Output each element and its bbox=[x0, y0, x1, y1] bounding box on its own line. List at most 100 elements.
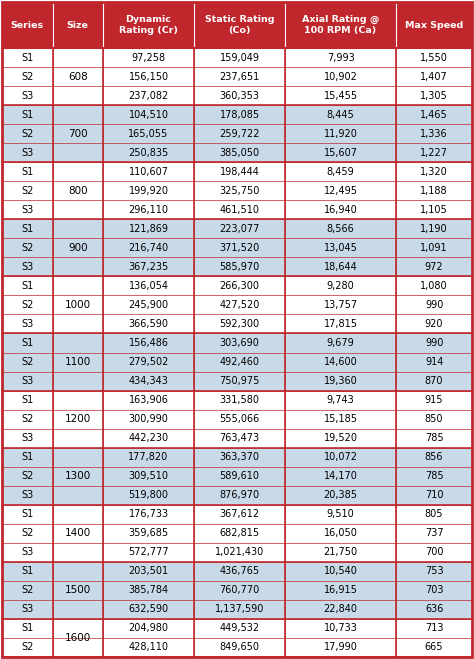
Text: S3: S3 bbox=[21, 205, 33, 215]
Text: S1: S1 bbox=[21, 224, 33, 234]
Text: 159,049: 159,049 bbox=[219, 53, 260, 63]
Text: 14,170: 14,170 bbox=[324, 471, 357, 481]
Text: 1000: 1000 bbox=[65, 300, 91, 310]
Text: S3: S3 bbox=[21, 90, 33, 101]
Text: 10,902: 10,902 bbox=[324, 72, 357, 82]
Text: S2: S2 bbox=[21, 129, 34, 138]
Text: 990: 990 bbox=[425, 300, 443, 310]
Text: 385,050: 385,050 bbox=[219, 148, 260, 158]
Text: 16,940: 16,940 bbox=[324, 205, 357, 215]
Text: 21,750: 21,750 bbox=[324, 548, 358, 558]
Text: S1: S1 bbox=[21, 338, 33, 348]
Bar bbox=[2, 239, 472, 258]
Text: 1,336: 1,336 bbox=[420, 129, 448, 138]
Bar bbox=[2, 505, 472, 524]
Text: 636: 636 bbox=[425, 604, 443, 614]
Text: 9,280: 9,280 bbox=[327, 281, 355, 291]
Text: 1,137,590: 1,137,590 bbox=[215, 604, 264, 614]
Text: S2: S2 bbox=[21, 643, 34, 652]
Bar bbox=[2, 638, 472, 657]
Bar bbox=[2, 467, 472, 486]
Text: 7,993: 7,993 bbox=[327, 53, 355, 63]
Text: S1: S1 bbox=[21, 395, 33, 405]
Text: 1200: 1200 bbox=[64, 414, 91, 424]
Text: S3: S3 bbox=[21, 376, 33, 386]
Text: 760,770: 760,770 bbox=[219, 585, 260, 595]
Text: 753: 753 bbox=[425, 566, 443, 577]
Text: S3: S3 bbox=[21, 262, 33, 272]
Text: 10,540: 10,540 bbox=[324, 566, 357, 577]
Bar bbox=[2, 447, 472, 467]
Text: S1: S1 bbox=[21, 452, 33, 462]
Text: 110,607: 110,607 bbox=[128, 167, 169, 177]
Text: S2: S2 bbox=[21, 72, 34, 82]
Text: 1,465: 1,465 bbox=[420, 109, 448, 120]
Text: 1500: 1500 bbox=[64, 585, 91, 595]
Text: 15,607: 15,607 bbox=[324, 148, 357, 158]
Text: 16,915: 16,915 bbox=[324, 585, 357, 595]
Bar bbox=[2, 86, 472, 105]
Text: 325,750: 325,750 bbox=[219, 186, 260, 196]
Text: S3: S3 bbox=[21, 433, 33, 443]
Text: 1,407: 1,407 bbox=[420, 72, 448, 82]
Bar bbox=[2, 410, 472, 428]
Text: S1: S1 bbox=[21, 623, 33, 633]
Text: 9,743: 9,743 bbox=[327, 395, 355, 405]
Text: Axial Rating @
100 RPM (Ca): Axial Rating @ 100 RPM (Ca) bbox=[302, 15, 379, 35]
Text: 990: 990 bbox=[425, 338, 443, 348]
Bar bbox=[2, 581, 472, 600]
Bar bbox=[2, 181, 472, 200]
Text: 8,459: 8,459 bbox=[327, 167, 355, 177]
Text: 1300: 1300 bbox=[64, 471, 91, 481]
Text: 223,077: 223,077 bbox=[219, 224, 260, 234]
Text: 203,501: 203,501 bbox=[128, 566, 169, 577]
Text: 1,550: 1,550 bbox=[420, 53, 448, 63]
Text: 177,820: 177,820 bbox=[128, 452, 169, 462]
Bar bbox=[2, 428, 472, 447]
Text: S3: S3 bbox=[21, 319, 33, 329]
Bar bbox=[2, 353, 472, 372]
Text: S2: S2 bbox=[21, 186, 34, 196]
Bar bbox=[2, 105, 472, 124]
Bar bbox=[2, 219, 472, 239]
Text: 178,085: 178,085 bbox=[219, 109, 260, 120]
Text: 856: 856 bbox=[425, 452, 443, 462]
Text: 16,050: 16,050 bbox=[324, 529, 357, 538]
Text: 700: 700 bbox=[425, 548, 443, 558]
Text: 920: 920 bbox=[425, 319, 443, 329]
Bar bbox=[2, 333, 472, 353]
Text: 156,150: 156,150 bbox=[128, 72, 169, 82]
Text: 360,353: 360,353 bbox=[219, 90, 260, 101]
Bar bbox=[2, 2, 472, 48]
Bar bbox=[2, 276, 472, 295]
Text: 876,970: 876,970 bbox=[219, 490, 260, 500]
Text: 237,651: 237,651 bbox=[219, 72, 260, 82]
Text: 1100: 1100 bbox=[64, 357, 91, 367]
Text: 237,082: 237,082 bbox=[128, 90, 169, 101]
Text: 303,690: 303,690 bbox=[219, 338, 259, 348]
Text: S2: S2 bbox=[21, 414, 34, 424]
Text: 1,188: 1,188 bbox=[420, 186, 448, 196]
Text: 296,110: 296,110 bbox=[128, 205, 169, 215]
Text: 20,385: 20,385 bbox=[324, 490, 357, 500]
Text: 250,835: 250,835 bbox=[128, 148, 169, 158]
Text: 1,190: 1,190 bbox=[420, 224, 448, 234]
Text: Dynamic
Rating (Cr): Dynamic Rating (Cr) bbox=[119, 15, 178, 35]
Text: 97,258: 97,258 bbox=[131, 53, 165, 63]
Text: 1,105: 1,105 bbox=[420, 205, 448, 215]
Text: 589,610: 589,610 bbox=[219, 471, 260, 481]
Text: 434,343: 434,343 bbox=[128, 376, 168, 386]
Text: 665: 665 bbox=[425, 643, 443, 652]
Text: 492,460: 492,460 bbox=[219, 357, 260, 367]
Text: 367,235: 367,235 bbox=[128, 262, 169, 272]
Bar bbox=[2, 295, 472, 314]
Bar bbox=[2, 258, 472, 276]
Text: 555,066: 555,066 bbox=[219, 414, 260, 424]
Text: 19,520: 19,520 bbox=[324, 433, 357, 443]
Text: 763,473: 763,473 bbox=[219, 433, 260, 443]
Text: 427,520: 427,520 bbox=[219, 300, 260, 310]
Text: 13,757: 13,757 bbox=[324, 300, 358, 310]
Text: 204,980: 204,980 bbox=[128, 623, 169, 633]
Text: 519,800: 519,800 bbox=[128, 490, 169, 500]
Bar bbox=[2, 200, 472, 219]
